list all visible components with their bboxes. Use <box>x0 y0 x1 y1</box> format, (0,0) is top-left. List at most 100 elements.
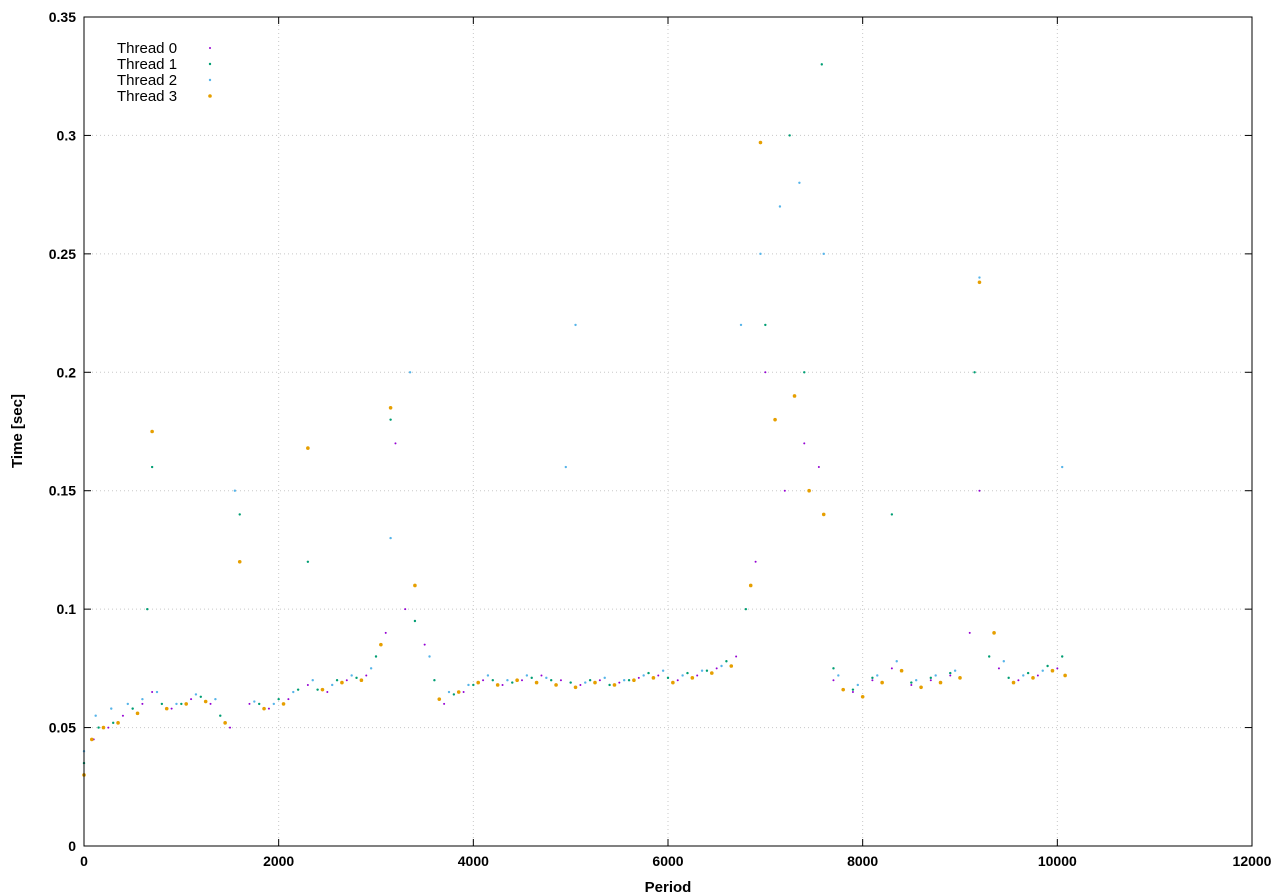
data-point <box>837 674 840 677</box>
data-point <box>807 488 811 493</box>
data-point <box>248 702 251 705</box>
data-point <box>277 697 280 701</box>
data-point <box>359 678 364 682</box>
data-point <box>126 702 129 706</box>
data-point <box>404 608 407 611</box>
data-point <box>534 680 539 685</box>
data-point <box>880 680 884 685</box>
y-tick-label: 0.2 <box>57 364 77 380</box>
data-point <box>437 697 442 701</box>
data-point <box>953 669 957 672</box>
data-point <box>573 685 578 690</box>
data-point <box>408 371 412 374</box>
data-point <box>618 681 621 684</box>
y-tick-label: 0.15 <box>49 483 76 499</box>
data-point <box>803 371 806 374</box>
data-point <box>135 711 140 716</box>
data-point <box>958 676 962 680</box>
data-point <box>686 671 689 675</box>
data-point <box>335 679 339 682</box>
x-tick-label: 4000 <box>458 853 489 869</box>
data-point <box>929 676 932 680</box>
series-2 <box>82 181 1064 753</box>
series-1 <box>82 63 1064 765</box>
data-point <box>627 679 631 682</box>
data-point <box>229 726 231 729</box>
data-point <box>798 181 801 184</box>
data-point <box>788 134 791 137</box>
data-point <box>851 688 855 691</box>
data-point <box>764 371 767 374</box>
data-point <box>910 683 913 686</box>
data-point <box>110 707 113 710</box>
data-point <box>1002 660 1005 663</box>
data-point <box>413 619 417 623</box>
data-point <box>316 688 319 691</box>
data-point <box>311 679 314 682</box>
data-point <box>1036 674 1039 677</box>
data-point <box>101 725 106 730</box>
x-tick-label: 2000 <box>263 853 294 869</box>
data-point <box>164 706 169 711</box>
data-point <box>978 489 981 492</box>
data-point <box>598 679 601 682</box>
data-point <box>350 674 353 677</box>
data-point <box>345 679 348 682</box>
data-point <box>175 702 178 706</box>
data-point <box>506 679 509 682</box>
data-point <box>1022 674 1025 677</box>
data-point <box>379 642 383 647</box>
data-point <box>759 252 762 256</box>
data-point <box>150 429 154 434</box>
series-0 <box>83 371 1059 776</box>
data-point <box>306 446 310 450</box>
data-point <box>978 276 981 279</box>
y-tick-label: 0.3 <box>57 127 77 143</box>
data-point <box>214 697 217 701</box>
data-point <box>1011 680 1016 685</box>
data-point <box>501 683 504 686</box>
x-tick-label: 8000 <box>847 853 878 869</box>
data-point <box>661 669 665 672</box>
data-point <box>462 691 465 694</box>
data-point <box>792 394 797 398</box>
data-point <box>588 679 592 682</box>
data-point <box>1061 655 1064 658</box>
data-point <box>116 721 120 725</box>
data-point <box>190 698 193 701</box>
data-point <box>112 721 115 725</box>
data-point <box>1017 679 1020 682</box>
legend-marker <box>208 62 212 66</box>
data-point <box>569 681 572 684</box>
data-point <box>447 690 451 694</box>
data-point <box>320 687 325 692</box>
data-point <box>910 681 913 684</box>
data-point <box>326 691 329 694</box>
data-point <box>515 678 519 682</box>
legend-label: Thread 3 <box>117 88 177 105</box>
data-point <box>267 707 270 710</box>
series-3 <box>82 140 1067 777</box>
data-point <box>832 679 835 682</box>
data-point <box>657 674 660 677</box>
data-point <box>107 726 110 729</box>
data-point <box>141 702 144 705</box>
data-point <box>720 664 723 668</box>
y-tick-label: 0.35 <box>49 9 76 25</box>
legend-marker <box>208 94 212 98</box>
data-point <box>841 687 845 692</box>
data-point <box>860 694 865 699</box>
data-point <box>223 721 227 725</box>
data-point <box>725 660 728 663</box>
data-point <box>233 489 237 492</box>
data-point <box>151 691 154 694</box>
y-tick-label: 0.05 <box>49 720 76 736</box>
data-point <box>491 679 494 682</box>
data-point <box>803 442 806 445</box>
data-point <box>146 607 149 611</box>
data-point <box>365 674 368 677</box>
data-point <box>511 681 514 684</box>
grid <box>84 17 1252 846</box>
data-point <box>773 417 777 422</box>
